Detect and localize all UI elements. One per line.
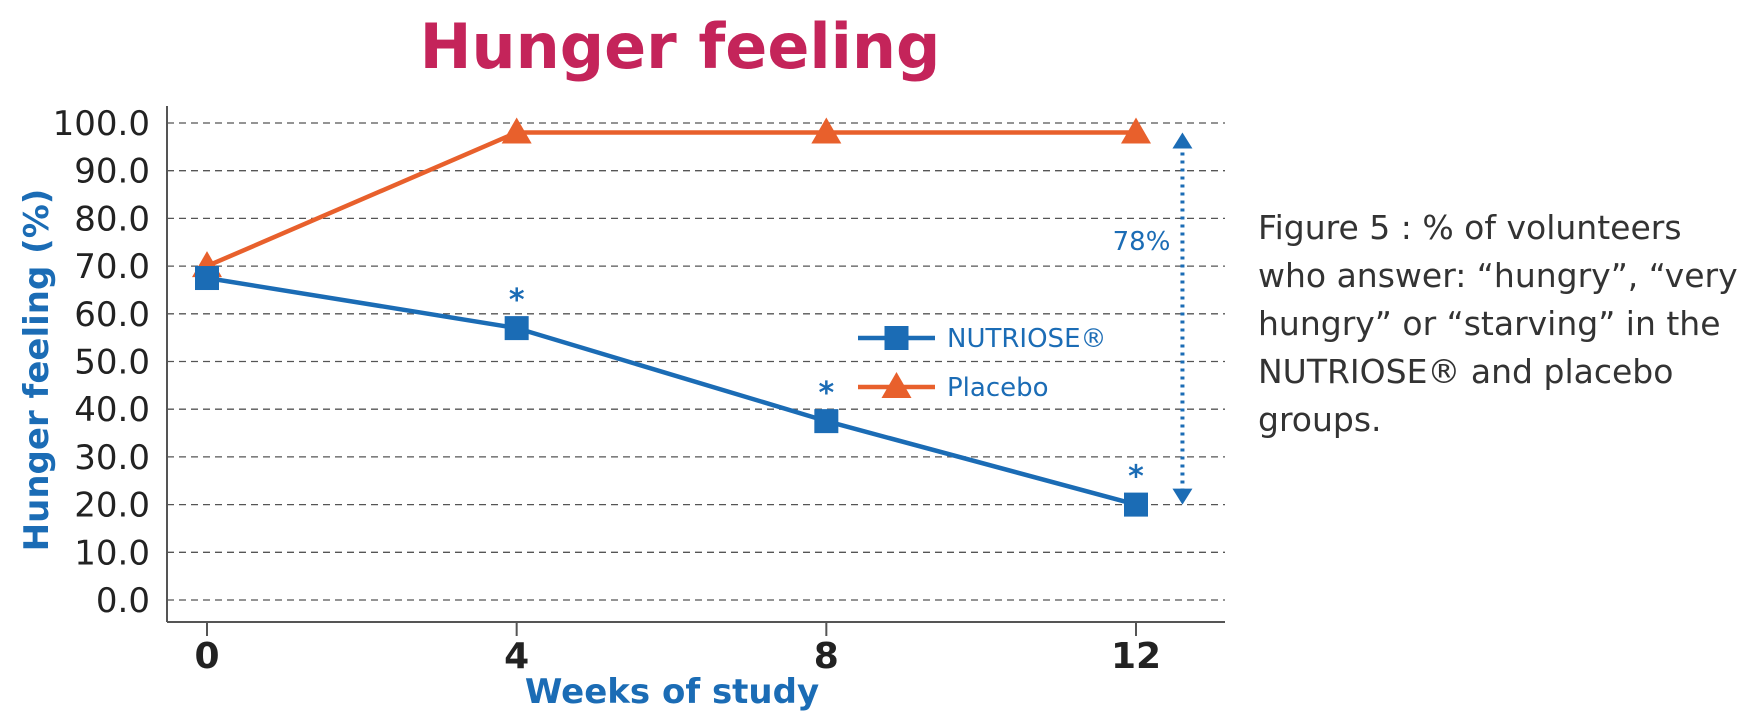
series-line: [206, 130, 1136, 269]
x-tick-label: 0: [194, 636, 219, 677]
y-tick-label: 40.0: [74, 390, 150, 430]
legend-label: NUTRIOSE®: [947, 324, 1107, 354]
y-tick-label: 60.0: [74, 295, 150, 335]
y-tick-label: 30.0: [74, 438, 150, 478]
series-placebo: [192, 117, 1151, 278]
grid-lines: [167, 122, 1225, 601]
x-tick-label: 12: [1111, 636, 1161, 677]
legend: NUTRIOSE® Placebo: [858, 324, 1107, 403]
data-point: [501, 117, 532, 144]
chart-title: Hunger feeling: [420, 10, 941, 83]
y-tick-label: 70.0: [74, 247, 150, 287]
significance-marker: *: [1128, 460, 1144, 495]
y-tick-label: 10.0: [74, 533, 150, 573]
significance-marker: *: [509, 283, 525, 318]
y-tick-label: 50.0: [74, 343, 150, 383]
x-tick-label: 4: [504, 636, 529, 677]
y-tick-label: 0.0: [96, 581, 150, 621]
figure-caption: Figure 5 : % of volunteers who answer: “…: [1258, 208, 1738, 439]
difference-arrow-head-up: [1172, 132, 1193, 149]
difference-arrow-head-down: [1172, 488, 1193, 505]
data-point: [504, 316, 529, 341]
legend-label: Placebo: [947, 373, 1049, 403]
data-point: [1121, 117, 1151, 144]
x-axis-label: Weeks of study: [525, 672, 819, 712]
y-tick-label: 20.0: [74, 486, 150, 526]
significance-marker: *: [818, 376, 834, 411]
data-point: [814, 409, 839, 434]
data-point: [811, 117, 842, 144]
y-axis-label: Hunger feeling (%): [17, 189, 57, 552]
legend-marker: [884, 326, 909, 350]
y-tick-label: 80.0: [74, 199, 150, 239]
difference-label: 78%: [1113, 227, 1171, 257]
y-tick-label: 90.0: [74, 152, 150, 192]
data-point: [195, 266, 219, 291]
legend-marker: [881, 372, 912, 398]
series-nutriose: * * *: [195, 266, 1148, 517]
data-point: [1124, 492, 1148, 517]
series-layer: * * *: [192, 117, 1151, 517]
annotation-layer: 78%: [1113, 132, 1193, 505]
x-tick-label: 8: [814, 636, 839, 677]
series-line: [206, 275, 1137, 507]
y-tick-labels: 0.0 10.0 20.0 30.0 40.0 50.0 60.0 70.0 80.0 90.0 1…: [53, 104, 150, 621]
x-tick-labels: 0 4 8 12: [194, 622, 1161, 677]
y-tick-label: 100.0: [53, 104, 150, 144]
